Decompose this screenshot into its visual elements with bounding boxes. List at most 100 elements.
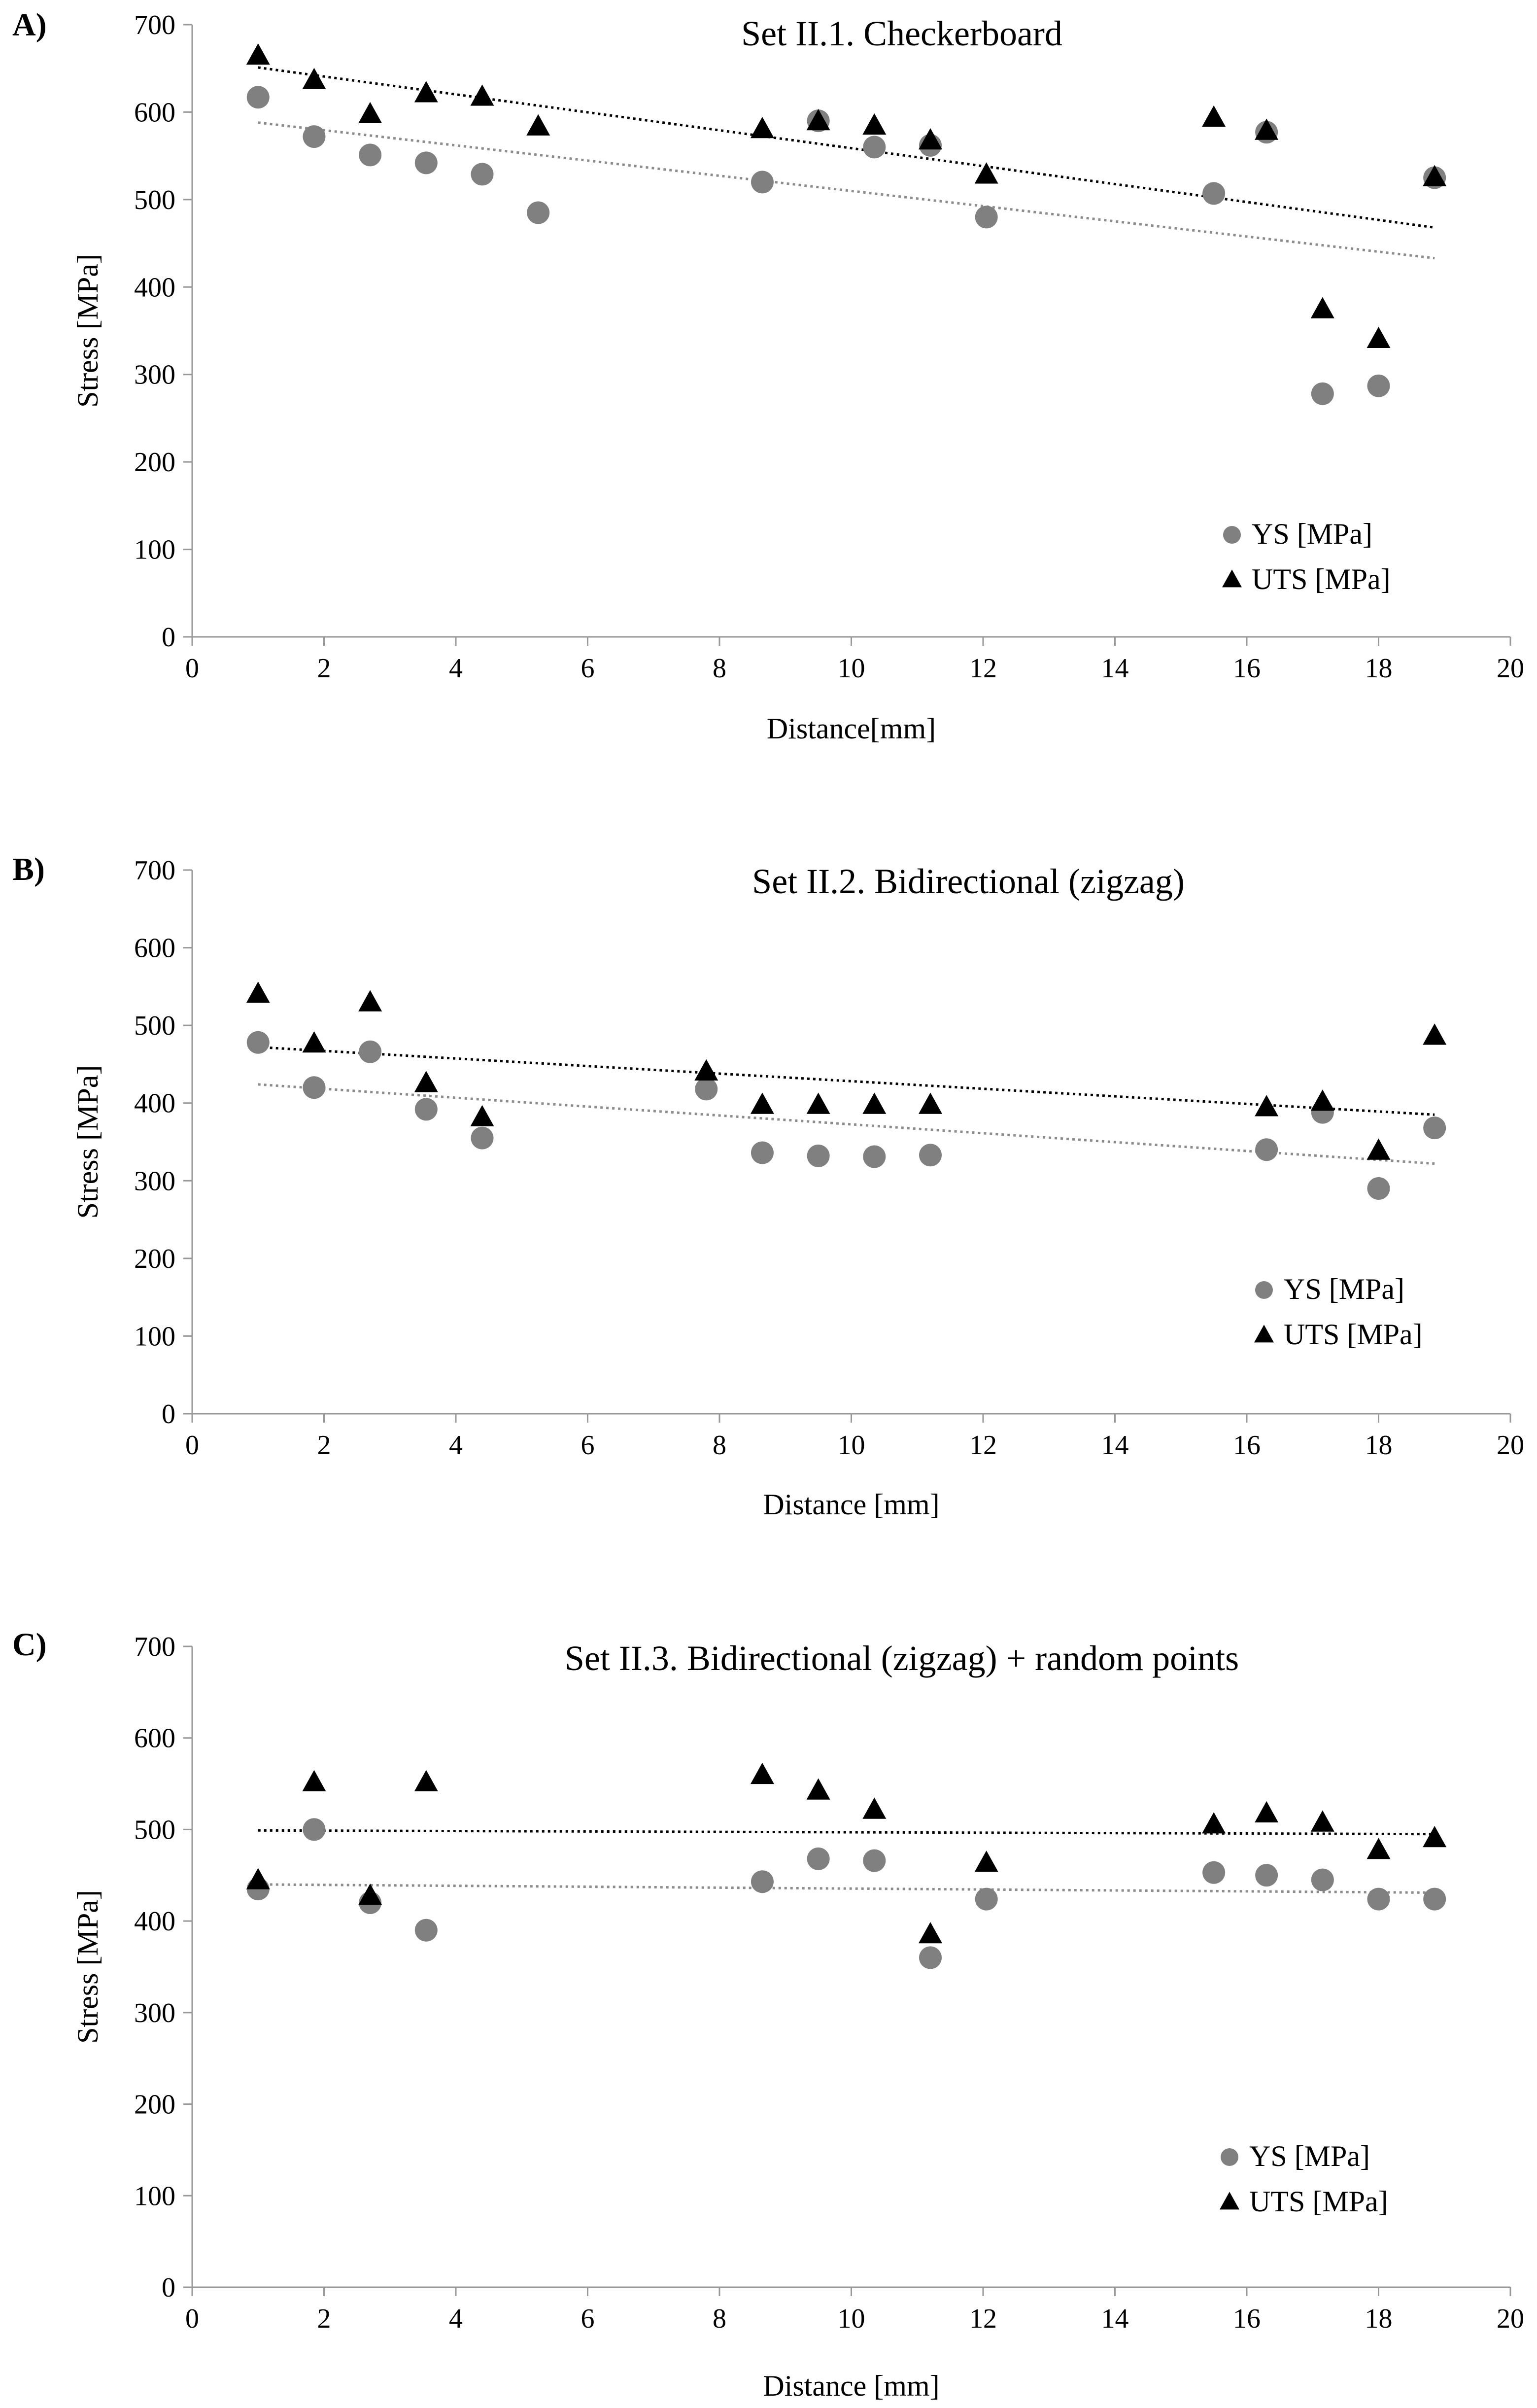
y-tick-label: 100 (134, 535, 175, 565)
ys-data-point (414, 1919, 438, 1942)
x-tick-label: 18 (1365, 1430, 1393, 1461)
x-tick-label: 10 (838, 1430, 865, 1461)
ys-data-point (975, 1887, 998, 1911)
uts-data-point (862, 1092, 887, 1114)
x-tick-label: 6 (581, 2303, 595, 2334)
x-tick-label: 4 (449, 1430, 463, 1461)
x-tick-label: 4 (449, 653, 463, 684)
uts-data-point (1366, 326, 1391, 349)
y-tick-label: 400 (134, 1088, 175, 1119)
uts-data-point (1366, 1838, 1391, 1859)
ys-data-point (1202, 1861, 1226, 1884)
uts-data-point (750, 1092, 774, 1114)
y-tick-label: 600 (134, 97, 175, 128)
chart-title: Set II.2. Bidirectional (zigzag) (752, 862, 1185, 901)
uts-data-point (1423, 165, 1447, 186)
y-tick-label: 600 (134, 1723, 175, 1754)
y-tick-label: 100 (134, 2181, 175, 2211)
x-tick-label: 16 (1233, 653, 1261, 684)
legend-ys-label: YS [MPa] (1252, 518, 1372, 550)
x-tick-label: 0 (185, 2303, 199, 2334)
x-tick-label: 12 (969, 1430, 997, 1461)
uts-data-point (919, 1922, 942, 1944)
legend-uts-marker (1220, 2192, 1239, 2210)
ys-data-point (471, 1126, 494, 1150)
ys-data-point (414, 1098, 438, 1121)
ys-data-point (1311, 382, 1334, 405)
x-tick-label: 2 (317, 2303, 331, 2334)
uts-data-point (1310, 1810, 1334, 1832)
y-tick-label: 400 (134, 272, 175, 303)
ys-data-point (246, 86, 270, 109)
y-tick-label: 300 (134, 1166, 175, 1196)
ys-data-point (359, 143, 382, 167)
x-tick-label: 14 (1101, 1430, 1129, 1461)
legend-uts-marker (1222, 569, 1242, 588)
ys-data-point (1255, 1864, 1278, 1887)
uts-data-point (750, 1762, 774, 1784)
x-tick-label: 16 (1233, 2303, 1261, 2334)
x-tick-label: 12 (969, 2303, 997, 2334)
x-tick-label: 2 (317, 653, 331, 684)
x-tick-label: 8 (713, 2303, 726, 2334)
uts-data-point (862, 113, 887, 135)
y-tick-label: 0 (162, 1399, 175, 1430)
x-axis-label: Distance [mm] (763, 2370, 939, 2402)
uts-data-point (1202, 105, 1226, 127)
uts-data-point (1255, 118, 1279, 140)
x-tick-label: 18 (1365, 653, 1393, 684)
legend-ys-marker (1223, 526, 1241, 544)
ys-data-point (1423, 1117, 1446, 1140)
chart-title: Set II.3. Bidirectional (zigzag) + rando… (565, 1639, 1239, 1678)
y-tick-label: 200 (134, 1244, 175, 1274)
uts-data-point (414, 1071, 438, 1092)
uts-data-point (974, 162, 998, 184)
legend: YS [MPa] UTS [MPa] (1254, 1273, 1423, 1351)
x-tick-label: 6 (581, 1430, 595, 1461)
legend: YS [MPa] UTS [MPa] (1220, 2140, 1388, 2218)
x-tick-label: 18 (1365, 2303, 1393, 2334)
y-tick-label: 500 (134, 185, 175, 215)
uts-data-point (246, 43, 270, 65)
panel-letter: B) (12, 851, 45, 887)
y-axis-label: Stress [MPa] (71, 254, 104, 408)
uts-data-point (919, 128, 942, 150)
x-tick-label: 10 (838, 2303, 865, 2334)
legend-uts-label: UTS [MPa] (1249, 2185, 1388, 2218)
panel-letter: A) (12, 7, 47, 43)
y-tick-label: 700 (134, 1632, 175, 1662)
ys-data-point (527, 201, 550, 224)
x-axis-label: Distance [mm] (763, 1488, 939, 1521)
y-tick-label: 500 (134, 1011, 175, 1041)
chart-panel-0: A) Set II.1. Checkerboard0100200300400500… (12, 7, 1524, 745)
uts-data-point (526, 114, 550, 136)
uts-data-point (302, 68, 326, 89)
x-tick-label: 0 (185, 653, 199, 684)
ys-data-point (807, 1144, 830, 1167)
chart-panel-1: B) Set II.2. Bidirectional (zigzag)010020… (12, 851, 1524, 1521)
x-tick-label: 14 (1101, 2303, 1129, 2334)
legend: YS [MPa] UTS [MPa] (1222, 518, 1391, 595)
y-tick-label: 200 (134, 447, 175, 478)
legend-ys-label: YS [MPa] (1249, 2140, 1370, 2172)
uts-data-point (1202, 1812, 1226, 1834)
uts-data-point (358, 1884, 382, 1905)
y-tick-label: 600 (134, 933, 175, 964)
ys-data-point (246, 1031, 270, 1054)
x-tick-label: 20 (1497, 653, 1524, 684)
ys-data-point (1423, 1887, 1446, 1911)
uts-data-point (1423, 1826, 1447, 1848)
uts-data-point (414, 1770, 438, 1791)
uts-data-point (1310, 297, 1334, 318)
x-tick-label: 8 (713, 653, 726, 684)
ys-data-point (695, 1078, 718, 1101)
ys-data-point (975, 206, 998, 229)
ys-data-point (414, 151, 438, 174)
ys-trendline (258, 1083, 1435, 1165)
uts-data-point (1255, 1095, 1279, 1117)
ys-data-point (1367, 1887, 1390, 1911)
ys-data-point (1367, 1177, 1390, 1200)
legend-ys-marker (1221, 2148, 1238, 2166)
ys-data-point (1311, 1868, 1334, 1891)
